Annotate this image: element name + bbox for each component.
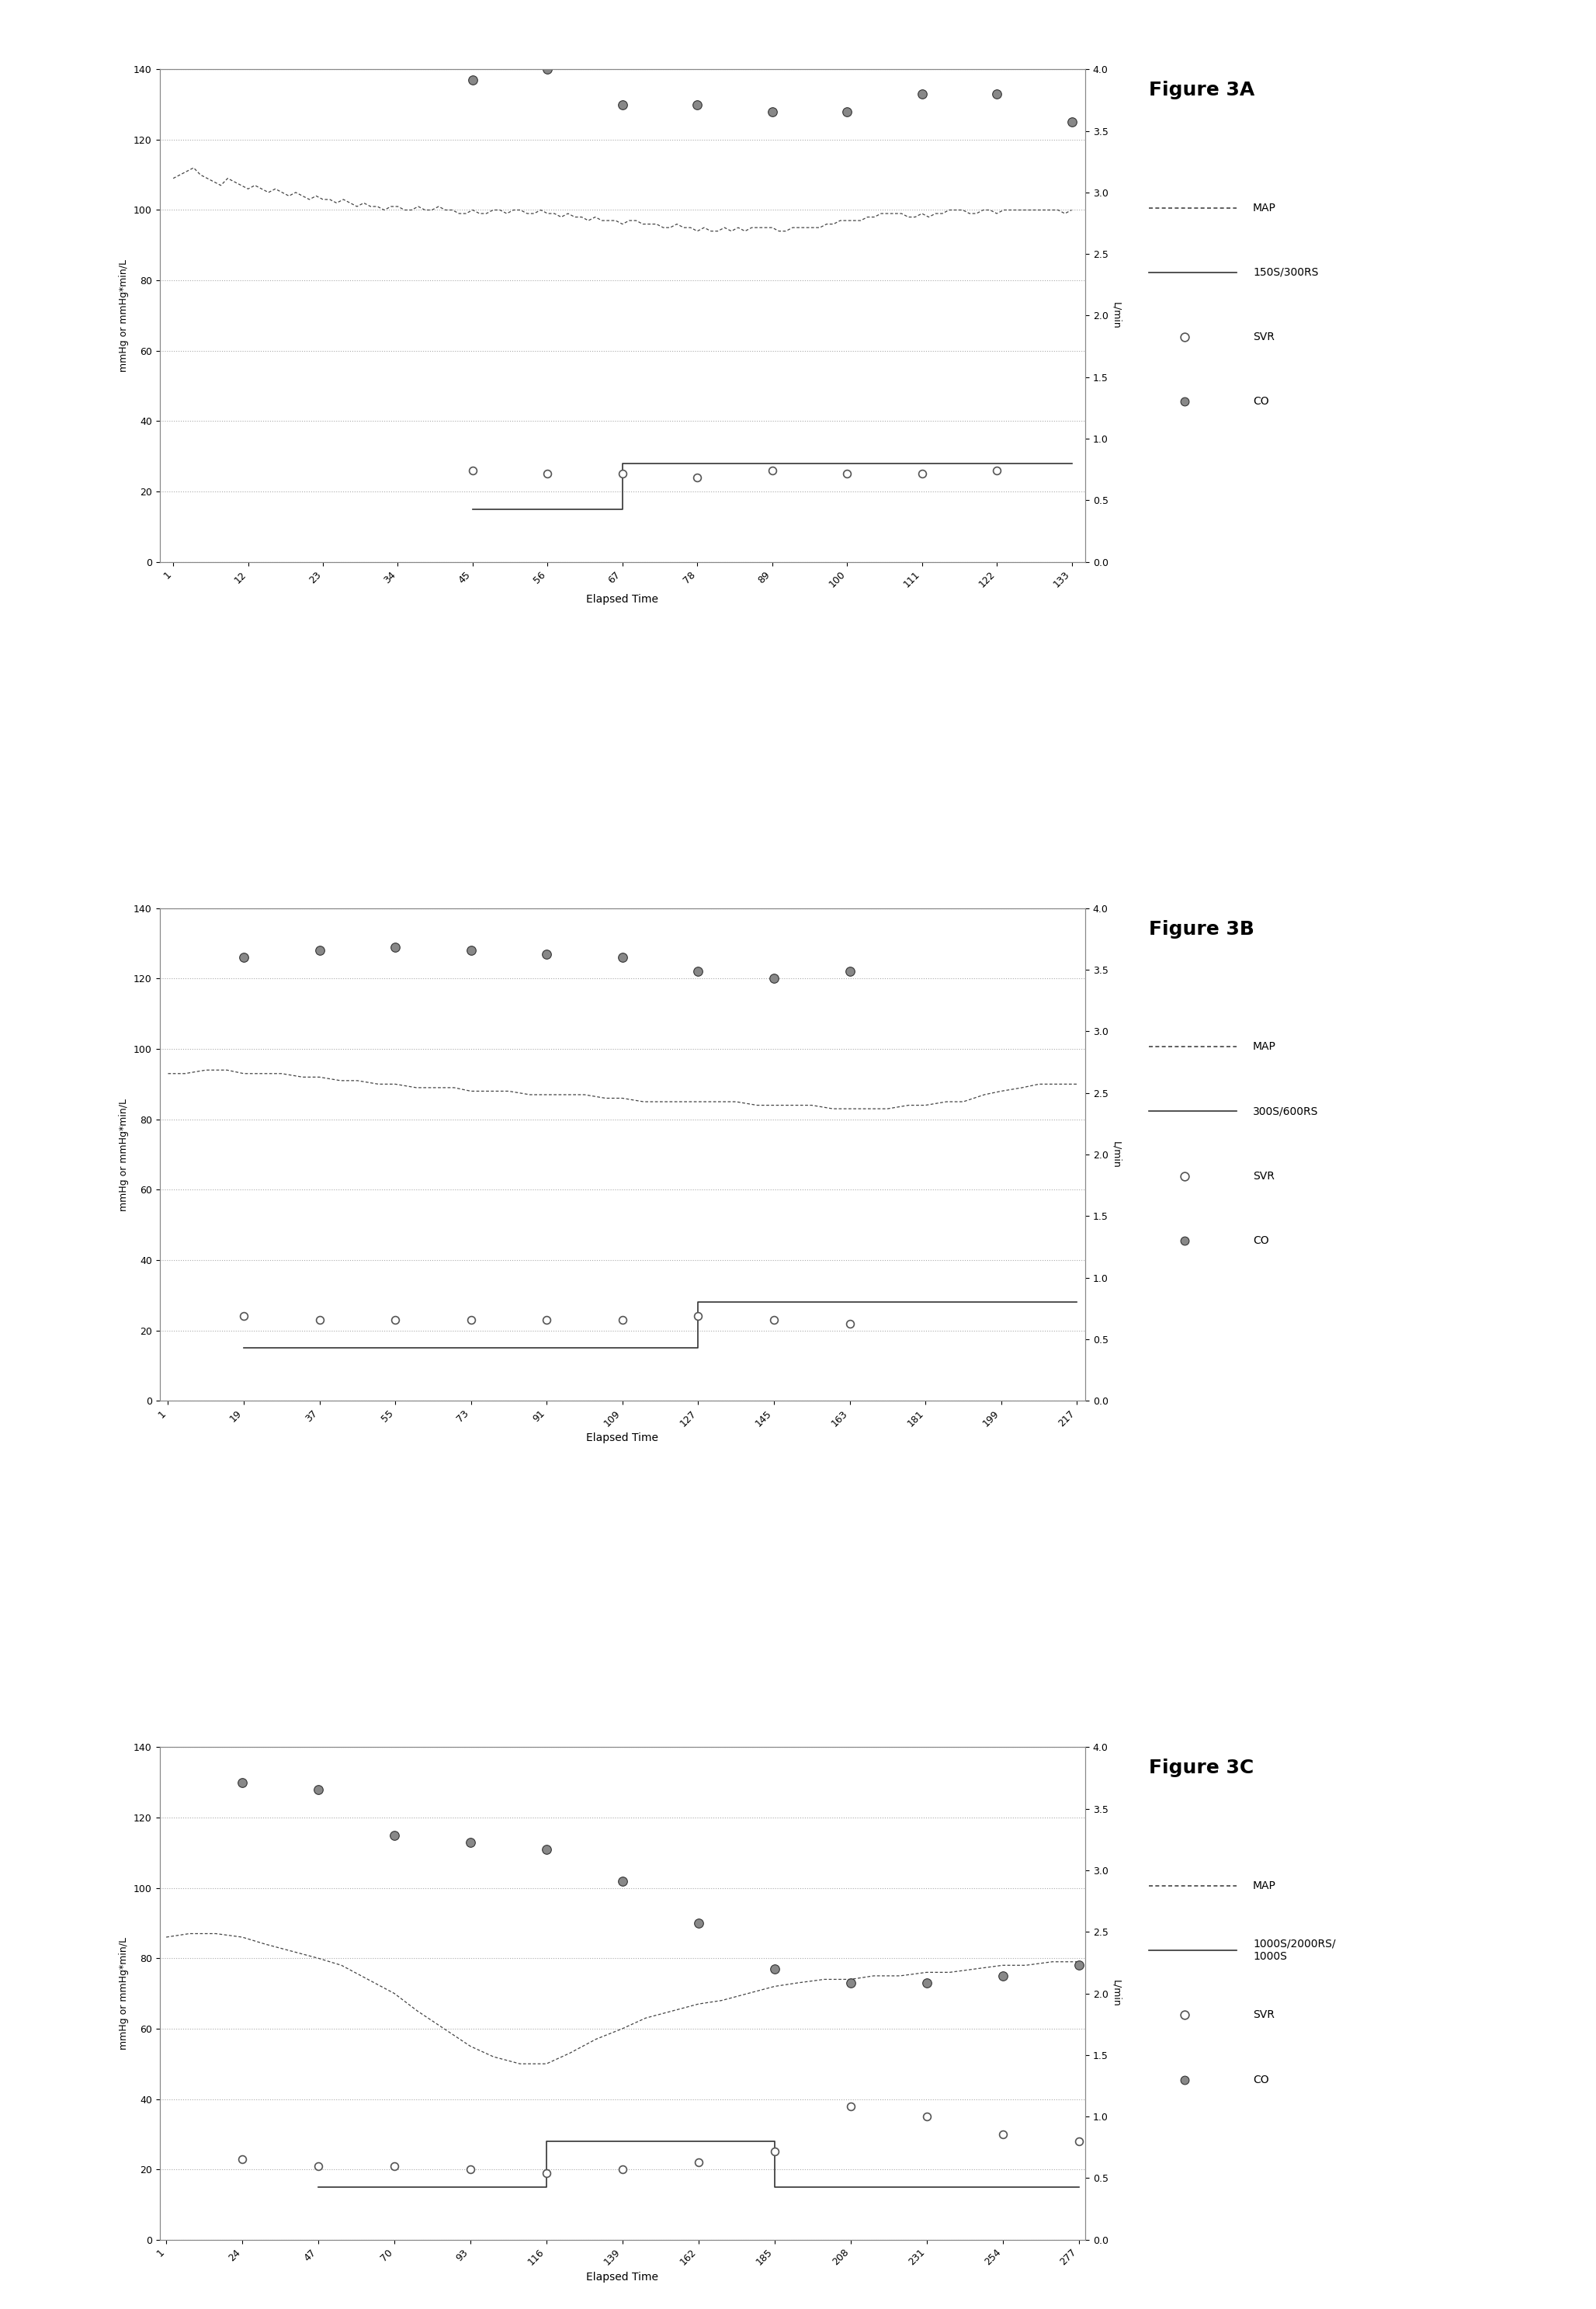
- Point: [835, 455, 860, 492]
- Point: [610, 85, 635, 122]
- Point: [1171, 2062, 1197, 2099]
- Point: [686, 2143, 712, 2180]
- Point: [305, 2147, 330, 2184]
- Text: SVR: SVR: [1253, 332, 1275, 342]
- Point: [460, 453, 485, 490]
- Point: [910, 76, 935, 113]
- Point: [231, 940, 257, 977]
- Text: MAP: MAP: [1253, 203, 1277, 212]
- Text: Figure 3A: Figure 3A: [1149, 81, 1254, 99]
- X-axis label: Elapsed Time: Elapsed Time: [586, 593, 659, 605]
- Point: [610, 2152, 635, 2189]
- Text: 1000S/2000RS/
1000S: 1000S/2000RS/ 1000S: [1253, 1940, 1336, 1963]
- X-axis label: Elapsed Time: Elapsed Time: [586, 2272, 659, 2284]
- Text: SVR: SVR: [1253, 2009, 1275, 2020]
- Point: [838, 1965, 863, 2002]
- Point: [910, 455, 935, 492]
- Point: [761, 1302, 787, 1339]
- Text: MAP: MAP: [1253, 1880, 1277, 1891]
- Y-axis label: mmHg or mmHg*min/L: mmHg or mmHg*min/L: [120, 1937, 129, 2050]
- Text: CO: CO: [1253, 2073, 1269, 2085]
- Point: [610, 455, 635, 492]
- Point: [535, 935, 560, 972]
- Text: MAP: MAP: [1253, 1041, 1277, 1053]
- Point: [458, 2152, 484, 2189]
- Text: Figure 3C: Figure 3C: [1149, 1759, 1254, 1778]
- Point: [760, 92, 785, 129]
- Point: [306, 1302, 332, 1339]
- Point: [535, 1302, 560, 1339]
- Point: [915, 2099, 940, 2136]
- Point: [381, 1817, 407, 1854]
- Point: [533, 2154, 559, 2191]
- Point: [383, 928, 409, 965]
- Point: [915, 1965, 940, 2002]
- Point: [1066, 2122, 1092, 2159]
- Point: [460, 62, 485, 99]
- Point: [458, 933, 484, 970]
- Point: [685, 954, 710, 991]
- Point: [990, 1958, 1015, 1995]
- Point: [610, 940, 635, 977]
- Y-axis label: mmHg or mmHg*min/L: mmHg or mmHg*min/L: [120, 259, 129, 372]
- Point: [761, 1951, 787, 1988]
- Point: [836, 954, 862, 991]
- Point: [381, 2147, 407, 2184]
- Point: [306, 933, 332, 970]
- Point: [305, 1771, 330, 1808]
- Point: [990, 2115, 1015, 2152]
- Point: [685, 85, 710, 122]
- Point: [383, 1302, 409, 1339]
- Point: [1171, 383, 1197, 420]
- Point: [1171, 1221, 1197, 1258]
- Point: [1066, 1946, 1092, 1983]
- Point: [230, 1764, 255, 1801]
- Y-axis label: L/min: L/min: [1111, 1979, 1122, 2007]
- Point: [610, 1863, 635, 1900]
- Point: [533, 1831, 559, 1868]
- Point: [231, 1298, 257, 1335]
- Text: 300S/600RS: 300S/600RS: [1253, 1106, 1318, 1118]
- Point: [1171, 319, 1197, 356]
- Text: Figure 3B: Figure 3B: [1149, 919, 1254, 937]
- Y-axis label: L/min: L/min: [1111, 302, 1122, 330]
- Point: [1171, 1157, 1197, 1194]
- Y-axis label: mmHg or mmHg*min/L: mmHg or mmHg*min/L: [120, 1099, 129, 1210]
- Point: [760, 453, 785, 490]
- Point: [458, 1302, 484, 1339]
- X-axis label: Elapsed Time: Elapsed Time: [586, 1434, 659, 1443]
- Point: [985, 76, 1010, 113]
- Point: [610, 1302, 635, 1339]
- Text: CO: CO: [1253, 397, 1269, 406]
- Point: [1171, 1997, 1197, 2034]
- Point: [458, 1824, 484, 1861]
- Text: 150S/300RS: 150S/300RS: [1253, 268, 1318, 277]
- Point: [835, 92, 860, 129]
- Point: [985, 453, 1010, 490]
- Point: [1058, 104, 1084, 141]
- Point: [685, 459, 710, 496]
- Point: [836, 1305, 862, 1342]
- Point: [761, 2134, 787, 2170]
- Text: CO: CO: [1253, 1235, 1269, 1247]
- Point: [535, 51, 560, 88]
- Point: [535, 455, 560, 492]
- Point: [686, 1905, 712, 1942]
- Point: [838, 2087, 863, 2124]
- Y-axis label: L/min: L/min: [1111, 1141, 1122, 1168]
- Point: [685, 1298, 710, 1335]
- Point: [230, 2140, 255, 2177]
- Point: [761, 961, 787, 997]
- Text: SVR: SVR: [1253, 1171, 1275, 1182]
